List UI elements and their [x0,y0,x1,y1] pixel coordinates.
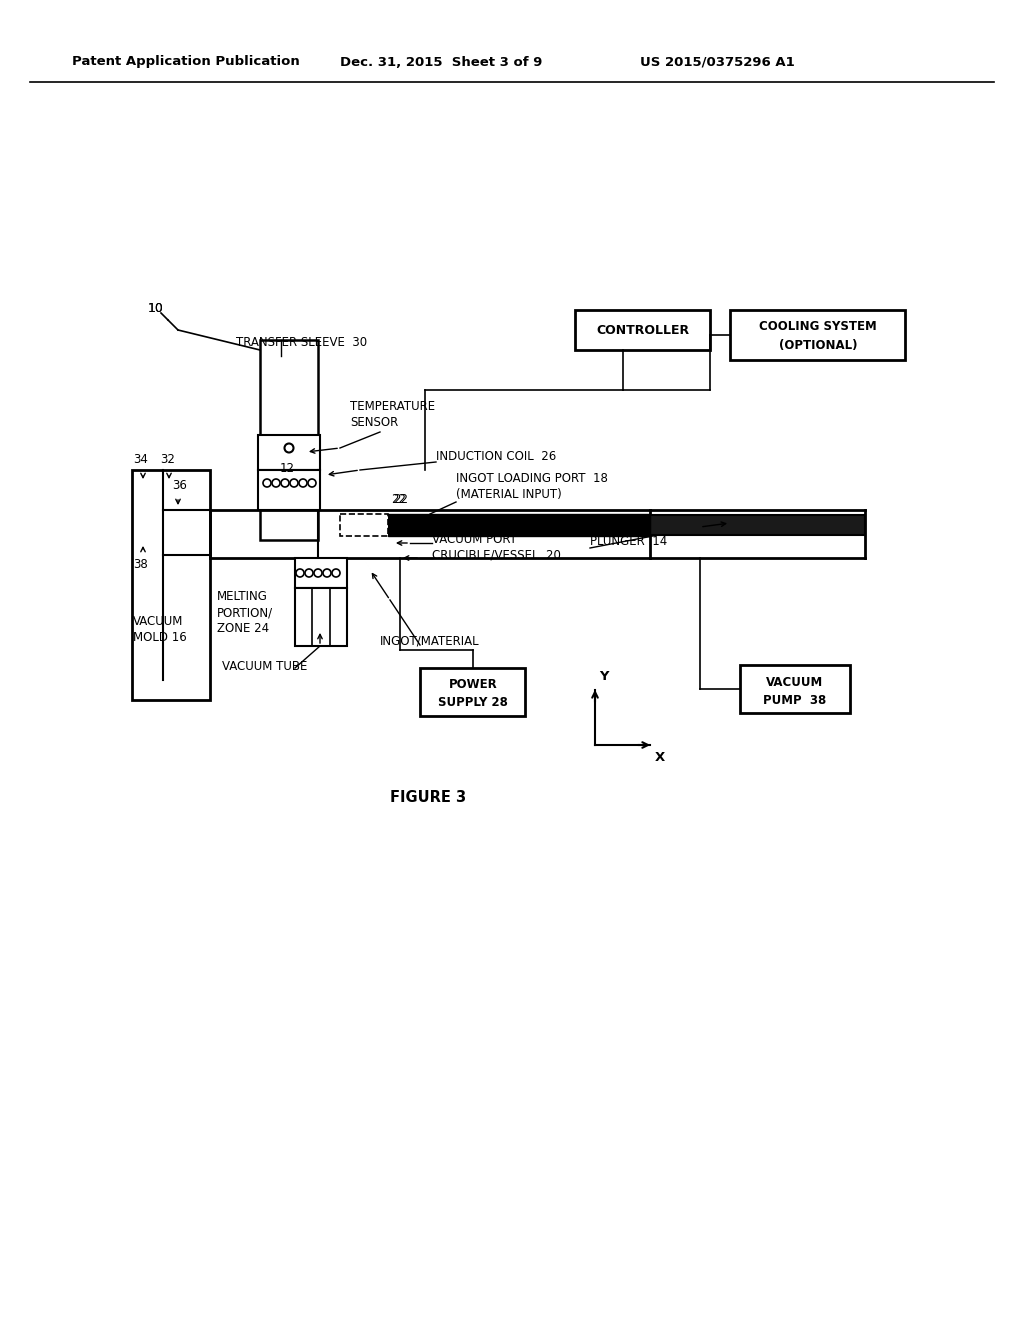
Text: (OPTIONAL): (OPTIONAL) [778,338,857,351]
Text: COOLING SYSTEM: COOLING SYSTEM [759,319,877,333]
Text: INDUCTION COIL  26: INDUCTION COIL 26 [436,450,556,463]
Text: ZONE 24: ZONE 24 [217,622,269,635]
Text: FIGURE 3: FIGURE 3 [390,789,466,805]
Bar [295,587,347,645]
Bar [575,310,710,350]
Text: 22: 22 [393,492,408,506]
Bar [388,513,650,536]
Text: 10: 10 [148,302,164,315]
Text: 36: 36 [172,479,186,492]
Text: CRUCIBLE/VESSEL  20: CRUCIBLE/VESSEL 20 [432,548,561,561]
Text: 10: 10 [148,302,164,315]
Text: TRANSFER SLEEVE  30: TRANSFER SLEEVE 30 [236,337,368,348]
Text: INGOT/MATERIAL: INGOT/MATERIAL [380,635,479,648]
Text: 34: 34 [133,453,147,466]
Bar [132,470,210,700]
Text: VACUUM: VACUUM [766,676,823,689]
Text: Dec. 31, 2015  Sheet 3 of 9: Dec. 31, 2015 Sheet 3 of 9 [340,55,543,69]
Text: 22: 22 [391,492,406,506]
Text: PORTION/: PORTION/ [217,606,273,619]
Bar [258,436,319,470]
Text: TEMPERATURE: TEMPERATURE [350,400,435,413]
Text: 38: 38 [133,558,147,572]
Bar [260,341,318,540]
Bar [258,470,319,510]
Text: VACUUM PORT: VACUUM PORT [432,533,517,546]
Bar [340,513,388,536]
Bar [740,665,850,713]
Text: SUPPLY 28: SUPPLY 28 [438,697,508,710]
Text: (MATERIAL INPUT): (MATERIAL INPUT) [456,488,562,502]
Bar [420,668,525,715]
Text: VACUUM: VACUUM [133,615,183,628]
Text: POWER: POWER [449,678,498,692]
Text: CONTROLLER: CONTROLLER [596,323,689,337]
Text: PUMP  38: PUMP 38 [763,693,826,706]
Text: Y: Y [599,671,608,682]
Bar [295,558,347,587]
Text: Patent Application Publication: Patent Application Publication [72,55,300,69]
Text: 32: 32 [160,453,175,466]
Text: MELTING: MELTING [217,590,268,603]
Text: SENSOR: SENSOR [350,416,398,429]
Text: VACUUM TUBE: VACUUM TUBE [222,660,307,673]
Text: US 2015/0375296 A1: US 2015/0375296 A1 [640,55,795,69]
Text: X: X [655,751,666,764]
Bar [730,310,905,360]
Text: 12: 12 [280,462,295,475]
Text: PLUNGER  14: PLUNGER 14 [590,535,668,548]
Text: MOLD 16: MOLD 16 [133,631,186,644]
Bar [650,515,865,535]
Text: INGOT LOADING PORT  18: INGOT LOADING PORT 18 [456,473,608,484]
